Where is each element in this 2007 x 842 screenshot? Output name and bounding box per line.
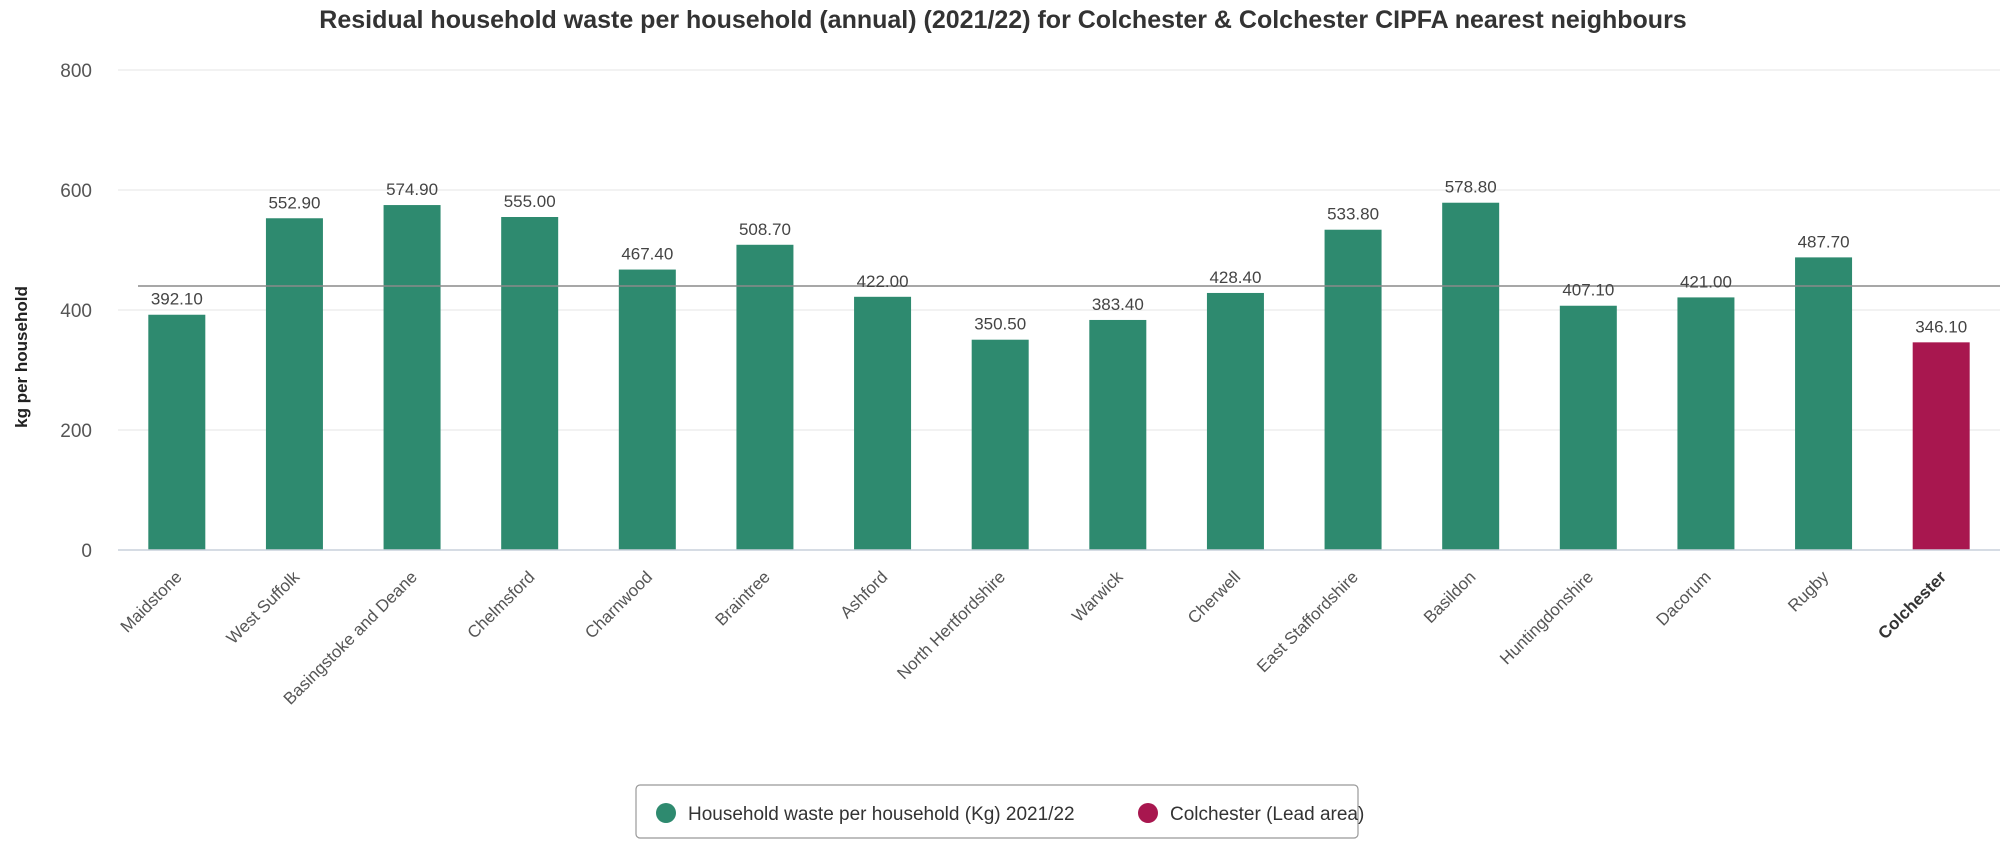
bar-maidstone[interactable]: [148, 314, 206, 550]
data-label-ashford: 422.00: [857, 272, 909, 291]
x-tick-label-colchester: Colchester: [1874, 567, 1950, 643]
bar-basingstoke-and-deane[interactable]: [383, 205, 441, 550]
x-tick-label-west-suffolk: West Suffolk: [223, 567, 304, 648]
bars: [148, 202, 1970, 550]
x-tick-label-huntingdonshire: Huntingdonshire: [1496, 567, 1597, 668]
x-tick-label-north-hertfordshire: North Hertfordshire: [893, 567, 1009, 683]
legend-label-lead-area[interactable]: Colchester (Lead area): [1170, 804, 1364, 825]
data-label-rugby: 487.70: [1798, 232, 1850, 251]
data-label-chelmsford: 555.00: [504, 192, 556, 211]
data-label-warwick: 383.40: [1092, 295, 1144, 314]
x-tick-label-maidstone: Maidstone: [117, 567, 186, 636]
bar-chelmsford[interactable]: [501, 217, 559, 550]
x-tick-label-braintree: Braintree: [712, 567, 774, 629]
x-tick-label-east-staffordshire: East Staffordshire: [1253, 567, 1362, 676]
x-tick-label-basildon: Basildon: [1420, 567, 1480, 627]
x-tick-label-basingstoke-and-deane: Basingstoke and Deane: [280, 567, 421, 708]
y-tick-label: 0: [81, 541, 92, 562]
bar-ashford[interactable]: [854, 296, 912, 550]
y-axis-ticks: 0 200 400 600 800: [60, 61, 92, 562]
y-axis-label: kg per household: [12, 286, 31, 428]
y-tick-label: 400: [60, 301, 92, 322]
bar-north-hertfordshire[interactable]: [971, 339, 1029, 550]
data-label-cherwell: 428.40: [1209, 268, 1261, 287]
x-tick-label-charnwood: Charnwood: [581, 567, 656, 642]
bar-huntingdonshire[interactable]: [1559, 305, 1617, 550]
data-labels: 392.10 552.90 574.90 555.00 467.40 508.70 422.…: [151, 178, 1967, 337]
legend: Household waste per household (Kg) 2021/…: [635, 784, 1364, 839]
x-tick-label-ashford: Ashford: [837, 567, 892, 622]
bar-braintree[interactable]: [736, 244, 794, 550]
bar-east-staffordshire[interactable]: [1324, 229, 1382, 550]
bar-cherwell[interactable]: [1206, 292, 1264, 550]
data-label-dacorum: 421.00: [1680, 272, 1732, 291]
y-tick-label: 600: [60, 181, 92, 202]
bar-warwick[interactable]: [1089, 319, 1147, 550]
data-label-maidstone: 392.10: [151, 290, 203, 309]
y-tick-label: 200: [60, 421, 92, 442]
bar-charnwood[interactable]: [618, 269, 676, 550]
x-tick-label-dacorum: Dacorum: [1653, 567, 1715, 629]
x-tick-label-warwick: Warwick: [1068, 567, 1127, 626]
bar-dacorum[interactable]: [1677, 297, 1735, 550]
x-tick-label-chelmsford: Chelmsford: [464, 567, 539, 642]
bar-west-suffolk[interactable]: [265, 218, 323, 550]
legend-marker-lead-area: [1138, 803, 1158, 823]
data-label-colchester: 346.10: [1915, 317, 1967, 336]
data-label-basingstoke-and-deane: 574.90: [386, 180, 438, 199]
legend-box: [635, 784, 1359, 839]
legend-marker-household-waste: [656, 803, 676, 823]
bar-colchester[interactable]: [1912, 342, 1970, 550]
data-label-basildon: 578.80: [1445, 178, 1497, 197]
data-label-charnwood: 467.40: [621, 245, 673, 264]
bar-rugby[interactable]: [1795, 257, 1853, 550]
legend-label-household-waste[interactable]: Household waste per household (Kg) 2021/…: [688, 804, 1075, 825]
data-label-west-suffolk: 552.90: [268, 193, 320, 212]
data-label-huntingdonshire: 407.10: [1562, 281, 1614, 300]
x-tick-label-cherwell: Cherwell: [1184, 567, 1244, 627]
chart-title: Residual household waste per household (…: [319, 6, 1686, 34]
data-label-braintree: 508.70: [739, 220, 791, 239]
bar-basildon[interactable]: [1442, 202, 1500, 550]
y-tick-label: 800: [60, 61, 92, 82]
data-label-east-staffordshire: 533.80: [1327, 205, 1379, 224]
data-label-north-hertfordshire: 350.50: [974, 315, 1026, 334]
x-tick-label-rugby: Rugby: [1784, 567, 1833, 616]
